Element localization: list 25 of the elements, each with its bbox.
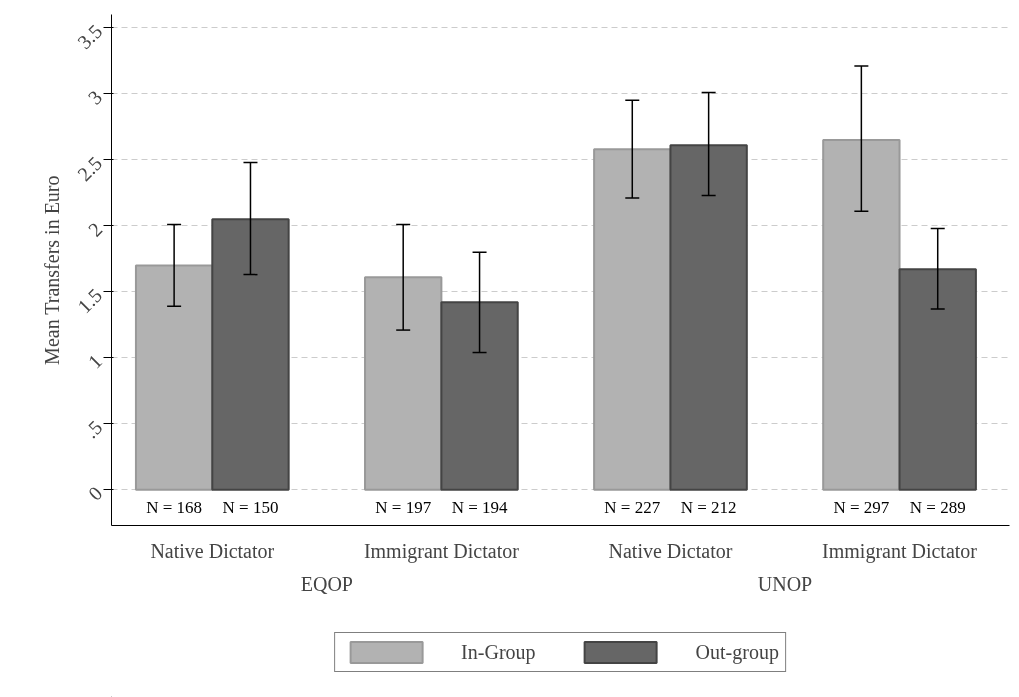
x-tick-label: Native Dictator: [608, 539, 733, 562]
x-tick-label: Immigrant Dictator: [822, 539, 978, 563]
y-tick-label: 3.5: [73, 19, 107, 54]
x-tick-label: Native Dictator: [150, 539, 275, 562]
annotation: N = 168: [146, 498, 203, 518]
y-tick-label: 2: [83, 217, 107, 241]
text: EQOP: [300, 572, 353, 595]
legend-label: Out-group: [695, 640, 779, 664]
y-tick-label: 2.5: [73, 151, 107, 186]
text: UNOP: [757, 572, 813, 595]
annotation: N = 289: [909, 498, 966, 518]
y-tick-label: .5: [80, 416, 107, 443]
annotation: N = 227: [604, 498, 661, 518]
y-tick-label: 3: [83, 85, 107, 109]
annotation: N = 197: [375, 498, 432, 518]
annotation: N = 212: [680, 498, 737, 518]
y-tick-label: 0: [83, 482, 107, 505]
annotation: N = 150: [222, 498, 279, 518]
annotation: N = 297: [833, 498, 890, 518]
y-tick-label: 1.5: [73, 284, 107, 318]
legend-label: In-Group: [461, 640, 536, 664]
y-tick-label: 1: [83, 350, 107, 373]
x-tick-label: Immigrant Dictator: [363, 539, 520, 563]
y-axis-title: Mean Transfers in Euro: [40, 175, 63, 365]
annotation: N = 194: [451, 498, 508, 518]
